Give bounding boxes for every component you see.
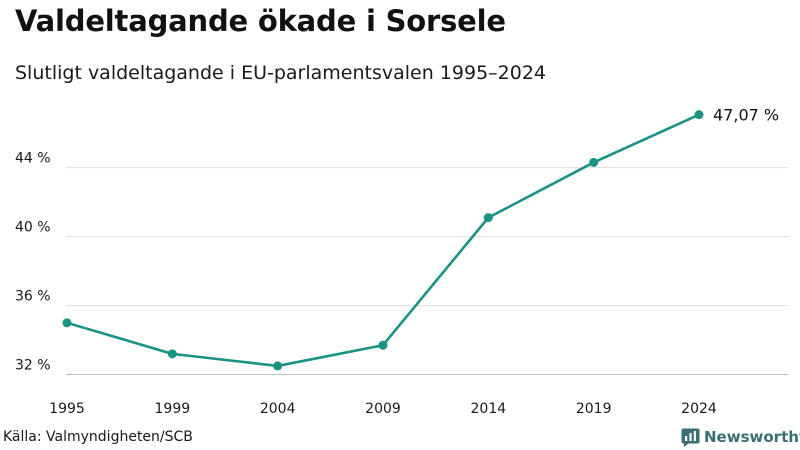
newsworthy-logo-icon xyxy=(681,428,700,447)
y-tick-label: 32 % xyxy=(15,358,51,374)
y-tick-label: 40 % xyxy=(15,220,51,236)
x-tick-label: 2024 xyxy=(681,401,717,417)
x-tick-label: 2004 xyxy=(260,401,296,417)
source-note: Källa: Valmyndigheten/SCB xyxy=(3,429,193,445)
data-point xyxy=(483,213,493,223)
data-labels: 47,07 % xyxy=(713,106,779,125)
data-point xyxy=(167,349,177,359)
gridlines xyxy=(66,167,788,376)
data-point xyxy=(273,361,283,371)
brand-name: Newsworthy xyxy=(704,428,800,446)
data-point xyxy=(62,318,72,328)
y-tick-label: 44 % xyxy=(15,151,51,167)
chart-title: Valdeltagande ökade i Sorsele xyxy=(15,4,506,38)
series-line xyxy=(65,113,701,368)
data-point xyxy=(694,110,704,120)
x-tick-label: 2014 xyxy=(471,401,507,417)
series xyxy=(62,110,704,371)
chart-subtitle: Slutligt valdeltagande i EU-parlamentsva… xyxy=(15,62,547,84)
data-point xyxy=(589,157,599,167)
y-axis: 32 % 36 % 40 % 44 % xyxy=(15,151,51,374)
y-tick-label: 36 % xyxy=(15,289,51,305)
end-value-label: 47,07 % xyxy=(713,106,779,125)
x-tick-label: 1995 xyxy=(49,401,85,417)
x-tick-label: 1999 xyxy=(155,401,191,417)
x-tick-label: 2019 xyxy=(576,401,612,417)
brand-logo: Newsworthy xyxy=(681,424,800,450)
data-point xyxy=(378,340,388,350)
x-axis: 1995 1999 2004 2009 2014 2019 2024 xyxy=(49,401,717,417)
x-tick-label: 2009 xyxy=(365,401,401,417)
